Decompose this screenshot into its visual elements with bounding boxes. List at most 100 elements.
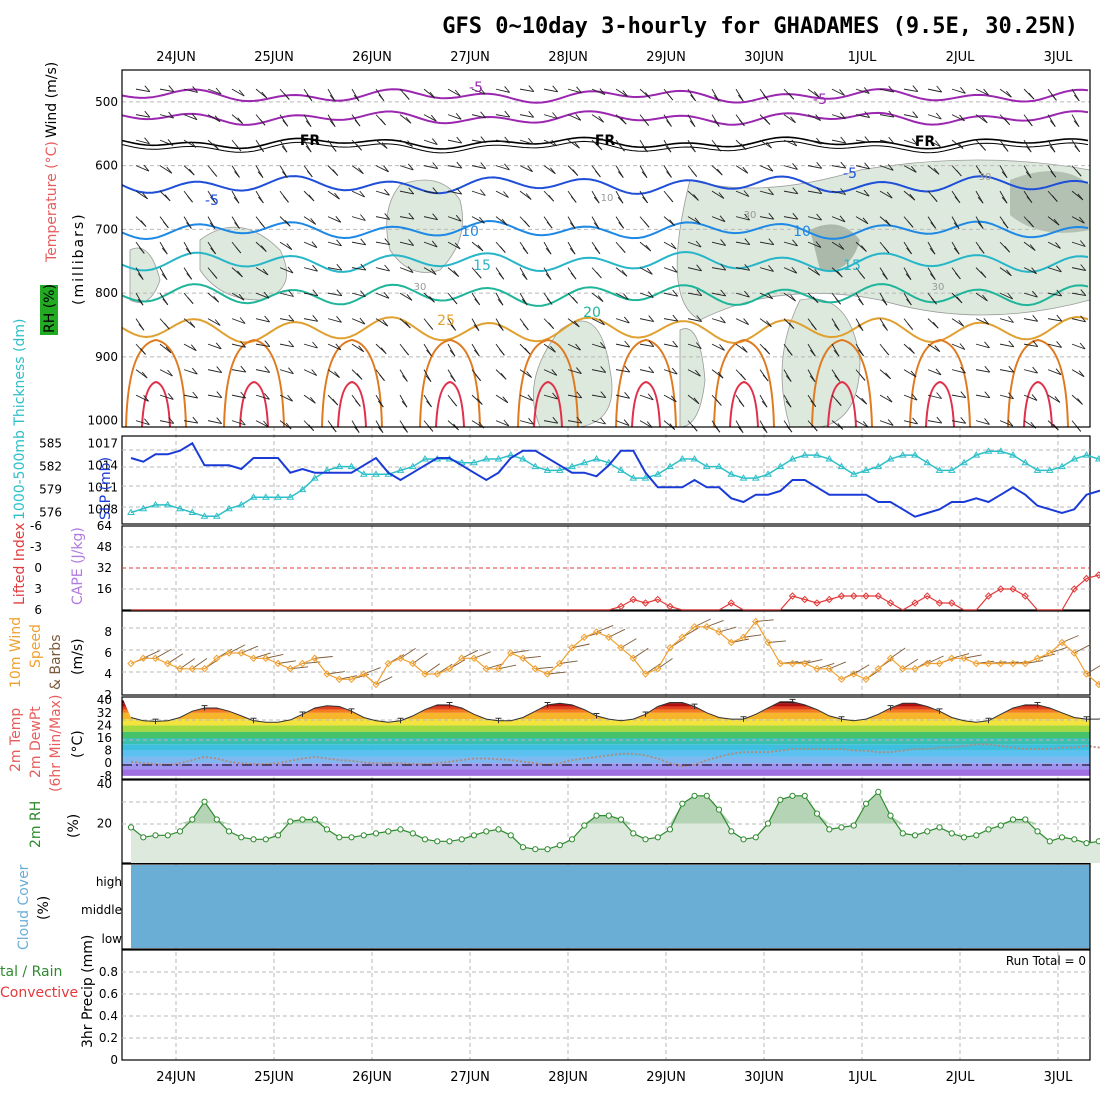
wind10-point xyxy=(409,659,417,668)
wind-barb xyxy=(399,292,413,301)
wind-barb xyxy=(855,190,870,197)
thickness-point xyxy=(555,466,564,473)
wind-barb xyxy=(1071,190,1084,201)
wind-barb-flag xyxy=(833,349,840,357)
wind-barb-flag xyxy=(521,273,528,280)
temp-band xyxy=(122,738,1090,745)
wind-barb xyxy=(375,139,388,149)
wind-barb xyxy=(927,88,942,93)
li-point xyxy=(727,599,735,607)
precip-tick: 0.4 xyxy=(99,1009,118,1023)
wind-barb xyxy=(495,216,508,226)
temp2m-tick: 32 xyxy=(97,706,112,720)
wind10-point xyxy=(678,633,686,641)
minmax-marker xyxy=(250,717,257,724)
li-point xyxy=(1095,571,1100,579)
contour-label: 25 xyxy=(437,313,455,329)
wind-barb-flag xyxy=(596,143,603,151)
wind-barb xyxy=(375,267,390,272)
thickness-point xyxy=(947,466,956,473)
rh2m-point xyxy=(470,832,478,839)
wind-barb xyxy=(759,216,774,220)
rh2m-point xyxy=(299,816,306,823)
slp-axis: 585 582 579 576 1017 1014 1011 1008 xyxy=(39,436,118,519)
wind-barb-flag xyxy=(551,369,558,376)
wind-barb-flag xyxy=(1008,316,1014,323)
wind-barb-flag xyxy=(864,136,871,143)
wind-barb-flag xyxy=(432,162,439,169)
wind10-point xyxy=(605,633,613,641)
wind-barb xyxy=(927,420,942,424)
wind-barb-flag xyxy=(737,426,744,433)
wind-barb-flag xyxy=(741,346,748,353)
wind-barb xyxy=(591,343,606,349)
wind10-point xyxy=(347,675,356,683)
wind-barb xyxy=(855,165,870,170)
wind-barb-flag xyxy=(1001,171,1008,178)
rh2m-point xyxy=(532,846,539,853)
wind-barb xyxy=(423,267,437,275)
wind-barb-flag xyxy=(744,238,751,245)
wind10-barb xyxy=(228,644,246,654)
wind-barb-flag xyxy=(905,273,912,280)
wind-barb xyxy=(879,394,893,403)
wind-barb-flag xyxy=(696,315,703,322)
isotherm-arch-hot xyxy=(337,380,367,428)
wind-barb-flag xyxy=(528,417,534,425)
wind-barb xyxy=(711,216,726,223)
minmax-marker xyxy=(299,711,306,717)
thickness-point xyxy=(1058,462,1066,470)
wind-barb xyxy=(543,420,558,424)
thickness-markers xyxy=(127,447,1100,519)
wind-barb-flag xyxy=(767,164,774,172)
wind-barb xyxy=(639,318,654,323)
wind-barb xyxy=(879,190,893,199)
wind-barb-flag xyxy=(552,112,558,119)
precip-tick: 0.6 xyxy=(99,987,118,1001)
thickness-point xyxy=(225,504,233,512)
li-point xyxy=(788,592,797,600)
rh2m-point xyxy=(348,834,355,841)
rh2m-unit: (%) xyxy=(66,814,82,838)
rh2m-point xyxy=(1034,828,1041,835)
wind10-frame xyxy=(121,610,1091,696)
wind-barb-flag xyxy=(377,400,384,408)
isotherm-arch xyxy=(713,338,775,428)
rh2m-point xyxy=(764,820,772,827)
wind-barb xyxy=(1047,267,1062,273)
wind-barb xyxy=(831,114,846,120)
wind-barb-flag xyxy=(522,323,529,331)
wind-barb-flag xyxy=(215,87,222,95)
wind-barb-flag xyxy=(1032,340,1039,347)
wind-barb-flag xyxy=(1078,370,1085,377)
rh2m-point xyxy=(1058,834,1066,841)
wind-barb-flag xyxy=(209,222,216,229)
wind-barb-flag xyxy=(761,400,768,408)
wind-barb-flag xyxy=(598,116,605,123)
rh2m-point xyxy=(630,830,637,837)
wind-barb-flag xyxy=(287,266,294,274)
wind-barb-flag xyxy=(238,293,245,301)
wind-barb xyxy=(519,394,534,402)
wind-barb-flag xyxy=(455,113,462,120)
rh2m-point xyxy=(568,836,576,843)
wind-barb-flag xyxy=(497,298,504,306)
temp-band xyxy=(122,769,1090,776)
wind-barb-flag xyxy=(258,145,265,153)
wind10-point xyxy=(1082,670,1091,678)
wind-barb xyxy=(183,420,198,424)
wind-barb-flag xyxy=(261,91,268,99)
wind-barb xyxy=(975,343,990,349)
contour-labels: -5 -5 FR FR FR -5 -5 10 10 15 15 20 25 30 30 30 10 30 xyxy=(205,80,991,329)
wind-barb-flag xyxy=(1049,145,1056,153)
wind10-point xyxy=(592,628,601,636)
wind-barb xyxy=(351,292,366,298)
wind-barb-flag xyxy=(572,169,579,176)
wind-barb-flag xyxy=(980,271,987,278)
wind-barb-flag xyxy=(667,93,674,101)
wind10-barb xyxy=(191,658,208,670)
wind-barb xyxy=(543,114,558,119)
contour-label: -5 xyxy=(205,193,219,209)
wind-barb-flag xyxy=(1056,265,1062,273)
wind-barb xyxy=(663,394,677,403)
